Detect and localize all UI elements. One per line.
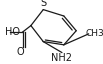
Text: HO: HO bbox=[5, 27, 20, 37]
Text: O: O bbox=[17, 47, 24, 57]
Text: S: S bbox=[40, 0, 46, 8]
Text: CH3: CH3 bbox=[85, 29, 103, 38]
Text: NH2: NH2 bbox=[51, 53, 72, 63]
